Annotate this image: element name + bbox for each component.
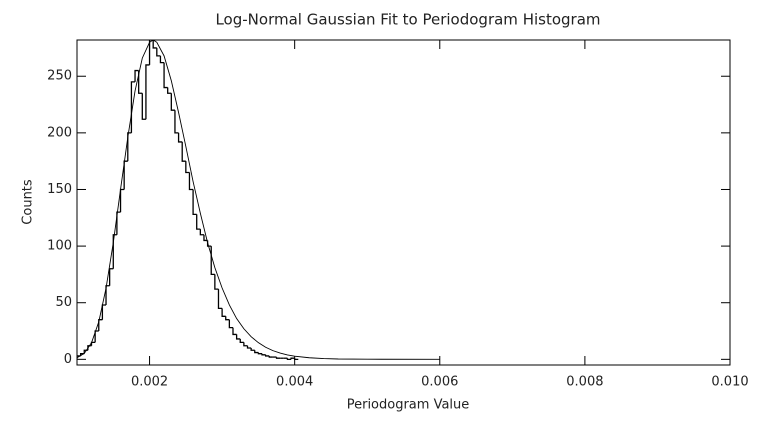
histogram-bin: [123, 160, 128, 190]
histogram-bin: [217, 289, 223, 310]
histogram-bin: [134, 69, 139, 82]
histogram-bin: [181, 141, 186, 162]
histogram-bin: [112, 234, 117, 269]
histogram-bin: [177, 132, 183, 143]
histogram-bin: [174, 110, 179, 134]
plot-area: [77, 40, 440, 360]
fit-curve: [77, 40, 440, 360]
plot-frame: [76, 39, 731, 366]
histogram-bin: [286, 358, 292, 360]
histogram-bin: [116, 211, 121, 235]
histogram-bin: [196, 214, 201, 230]
histogram-bin: [232, 327, 237, 336]
y-tick-label: 150: [47, 182, 72, 197]
histogram-bin: [127, 132, 132, 162]
histogram-bin: [94, 330, 99, 343]
histogram-bin: [264, 354, 270, 357]
histogram-bin: [170, 93, 175, 111]
x-tick-label: 0.002: [131, 375, 168, 390]
histogram-bin: [141, 93, 146, 120]
chart-title: Log-Normal Gaussian Fit to Periodogram H…: [215, 11, 600, 29]
histogram-bin: [246, 345, 252, 349]
y-tick-label: 0: [64, 352, 72, 367]
histogram-bin: [192, 189, 197, 216]
y-tick-label: 250: [47, 69, 72, 84]
histogram-bin: [214, 274, 219, 290]
y-tick-label: 200: [47, 125, 72, 140]
histogram-bin: [130, 81, 136, 133]
y-tick-label: 100: [47, 239, 72, 254]
histogram-bin: [101, 304, 107, 320]
histogram-bin: [109, 268, 114, 286]
histogram-bin: [294, 358, 299, 360]
histogram-bin: [167, 87, 172, 94]
x-tick-label: 0.008: [566, 375, 603, 390]
x-tick-label: 0.010: [711, 375, 748, 390]
histogram-bin: [105, 285, 110, 305]
x-axis-label: Periodogram Value: [347, 398, 470, 413]
histogram-bin: [221, 308, 226, 317]
histogram-bin: [145, 64, 150, 120]
x-tick-label: 0.006: [421, 375, 458, 390]
histogram-bin: [254, 350, 259, 354]
histogram-bin: [98, 319, 103, 332]
y-tick-label: 50: [55, 295, 72, 310]
histogram-bin: [152, 40, 157, 49]
histogram-bin: [185, 161, 190, 174]
histogram-bin: [138, 70, 143, 94]
histogram-bin: [235, 334, 241, 340]
histogram-bin: [250, 348, 255, 351]
histogram-bin: [199, 229, 204, 236]
histogram-bin: [148, 40, 154, 65]
histogram-bin: [228, 319, 233, 329]
histogram-bin: [90, 341, 96, 346]
histogram-bin: [163, 62, 168, 89]
histogram-bin: [119, 188, 125, 213]
histogram-bin: [156, 47, 161, 57]
histogram-bin: [243, 342, 248, 347]
histogram-bin: [257, 352, 263, 355]
histogram-bin: [225, 316, 230, 321]
histogram-bin: [203, 234, 208, 242]
histogram-bin: [268, 355, 273, 358]
histogram-bin: [188, 172, 194, 191]
y-axis-label: Counts: [21, 179, 36, 225]
x-tick-label: 0.004: [276, 375, 313, 390]
histogram-bin: [261, 353, 266, 356]
histogram-bin: [159, 55, 165, 64]
histogram-bin: [239, 338, 244, 344]
histogram-bin: [290, 357, 295, 360]
histogram-bin: [275, 357, 281, 359]
